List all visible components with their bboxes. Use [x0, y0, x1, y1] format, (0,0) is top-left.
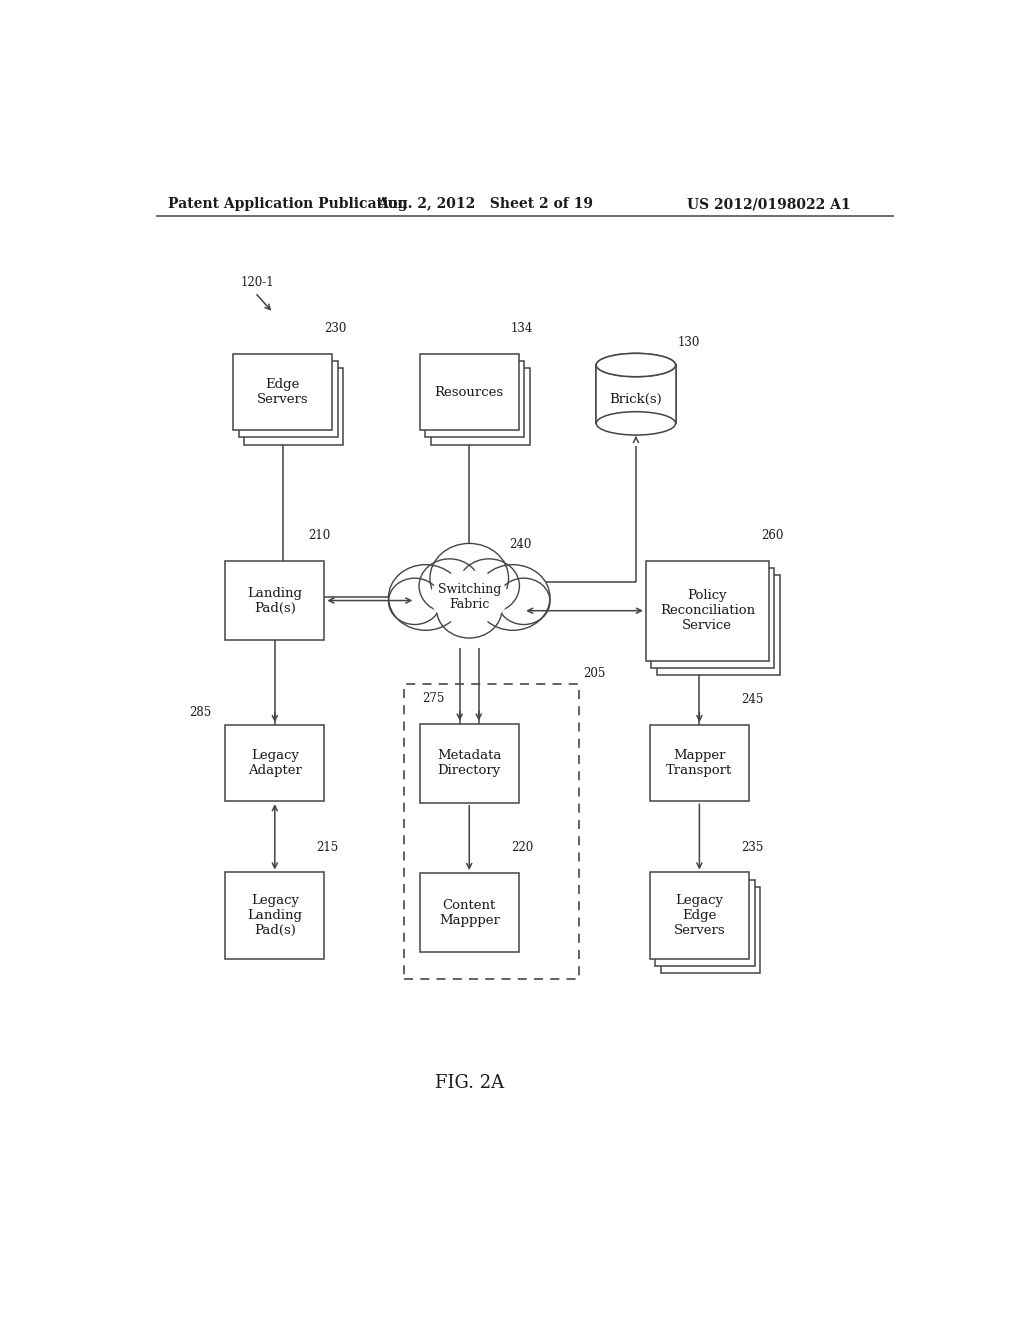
Bar — [233, 354, 333, 430]
Bar — [420, 354, 519, 430]
Text: 285: 285 — [189, 706, 212, 719]
Bar — [225, 725, 325, 801]
Bar — [651, 568, 774, 668]
Text: 134: 134 — [511, 322, 534, 335]
Ellipse shape — [596, 412, 676, 436]
Text: 275: 275 — [422, 692, 444, 705]
Bar — [431, 368, 530, 445]
Text: Legacy
Landing
Pad(s): Legacy Landing Pad(s) — [248, 894, 302, 937]
Text: Landing
Pad(s): Landing Pad(s) — [248, 586, 302, 615]
Text: Legacy
Adapter: Legacy Adapter — [248, 750, 302, 777]
Text: 245: 245 — [741, 693, 764, 706]
Bar — [239, 362, 338, 437]
Text: Patent Application Publication: Patent Application Publication — [168, 197, 408, 211]
Text: 240: 240 — [509, 539, 531, 552]
Ellipse shape — [596, 354, 676, 376]
Text: 120-1: 120-1 — [241, 276, 274, 289]
Text: Metadata
Directory: Metadata Directory — [437, 750, 502, 777]
Text: 235: 235 — [741, 841, 764, 854]
Bar — [404, 684, 579, 978]
Text: 130: 130 — [677, 335, 699, 348]
Text: 210: 210 — [308, 529, 331, 543]
Text: Aug. 2, 2012   Sheet 2 of 19: Aug. 2, 2012 Sheet 2 of 19 — [377, 197, 593, 211]
Bar — [420, 873, 519, 952]
Bar — [646, 561, 769, 660]
Ellipse shape — [419, 558, 480, 612]
Ellipse shape — [476, 565, 550, 631]
Text: FIG. 2A: FIG. 2A — [434, 1074, 504, 1093]
Ellipse shape — [430, 544, 509, 612]
Bar — [596, 366, 676, 424]
Bar — [655, 879, 755, 966]
Text: Mapper
Transport: Mapper Transport — [667, 750, 732, 777]
Text: Switching
Fabric: Switching Fabric — [437, 583, 501, 611]
Bar — [650, 725, 749, 801]
Text: Edge
Servers: Edge Servers — [257, 378, 308, 407]
Bar — [657, 576, 780, 675]
Ellipse shape — [430, 570, 509, 624]
Ellipse shape — [436, 579, 502, 638]
Text: Content
Mappper: Content Mappper — [439, 899, 500, 927]
Ellipse shape — [388, 578, 441, 624]
Bar — [596, 366, 676, 424]
Bar — [225, 561, 325, 640]
Text: Legacy
Edge
Servers: Legacy Edge Servers — [674, 894, 725, 937]
Bar — [225, 873, 325, 958]
Ellipse shape — [388, 565, 463, 631]
Bar — [425, 362, 524, 437]
Text: US 2012/0198022 A1: US 2012/0198022 A1 — [686, 197, 850, 211]
Text: Policy
Reconciliation
Service: Policy Reconciliation Service — [659, 589, 755, 632]
Bar — [660, 887, 760, 973]
Text: 205: 205 — [583, 667, 605, 680]
Text: Brick(s): Brick(s) — [609, 393, 663, 405]
Text: 215: 215 — [316, 841, 339, 854]
Text: 230: 230 — [325, 322, 347, 335]
Ellipse shape — [459, 558, 519, 612]
Bar — [650, 873, 749, 958]
Bar — [420, 723, 519, 803]
Text: 260: 260 — [761, 529, 783, 543]
Ellipse shape — [498, 578, 550, 624]
Text: 220: 220 — [511, 841, 534, 854]
Ellipse shape — [596, 354, 676, 376]
Text: Resources: Resources — [434, 385, 504, 399]
Bar — [245, 368, 343, 445]
